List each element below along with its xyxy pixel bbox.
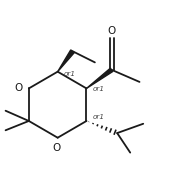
Text: or1: or1 (92, 114, 105, 120)
Text: O: O (108, 26, 116, 36)
Text: O: O (53, 143, 61, 153)
Text: O: O (14, 83, 22, 93)
Text: or1: or1 (92, 86, 105, 92)
Text: or1: or1 (64, 71, 76, 77)
Polygon shape (58, 50, 74, 72)
Polygon shape (86, 68, 113, 88)
